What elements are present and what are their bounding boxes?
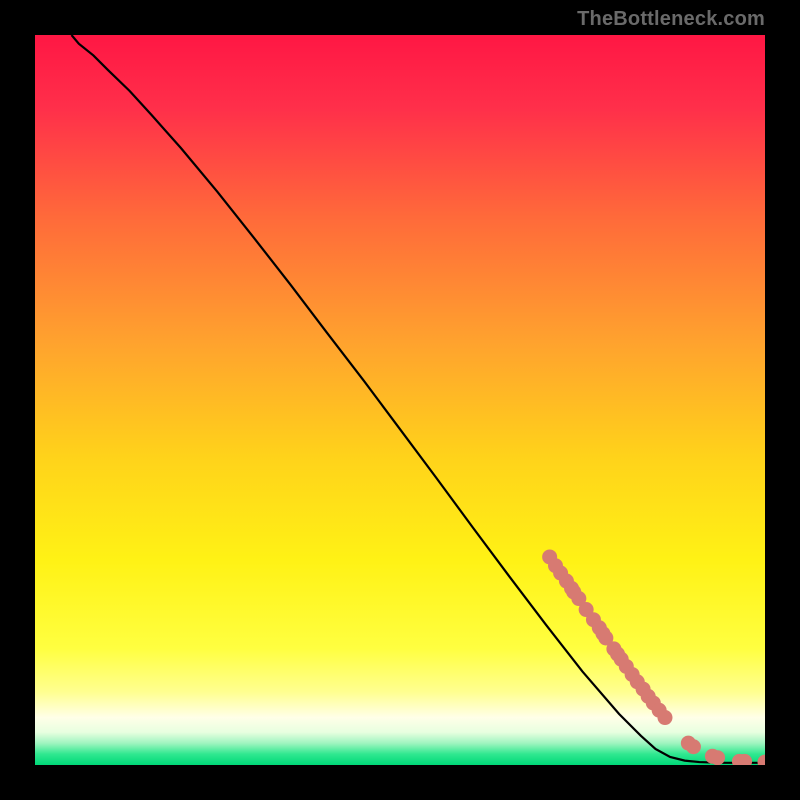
plot-panel <box>35 35 765 765</box>
data-marker <box>686 739 701 754</box>
data-markers <box>542 549 765 765</box>
trend-curve <box>72 35 766 763</box>
chart-overlay <box>35 35 765 765</box>
data-marker <box>657 710 672 725</box>
data-marker <box>710 750 725 765</box>
data-marker <box>758 755 766 765</box>
watermark-text: TheBottleneck.com <box>577 8 765 31</box>
chart-outer-frame: TheBottleneck.com <box>0 0 800 800</box>
